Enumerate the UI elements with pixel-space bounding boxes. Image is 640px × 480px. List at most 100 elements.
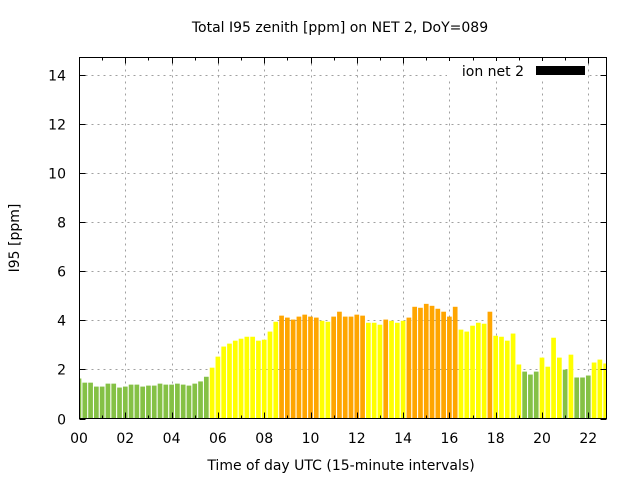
bar [273, 321, 279, 419]
bar [574, 377, 580, 419]
bar [603, 363, 606, 419]
bar [557, 357, 562, 419]
bar [134, 384, 140, 419]
bar [296, 316, 302, 419]
bar [516, 364, 522, 419]
bar [545, 366, 551, 419]
bar [418, 307, 423, 419]
bar [209, 367, 215, 419]
bar [175, 383, 180, 419]
bar [163, 384, 169, 419]
x-tick-label: 14 [394, 431, 412, 447]
bar [128, 384, 134, 419]
bar [568, 354, 574, 419]
bar [313, 317, 319, 419]
bar [504, 340, 510, 419]
bar [441, 311, 446, 419]
bar [366, 322, 371, 419]
bar [99, 386, 105, 419]
bar [389, 320, 394, 419]
x-tick-label: 04 [163, 431, 181, 447]
bar [481, 323, 487, 419]
bar [394, 322, 400, 419]
bar [458, 329, 464, 419]
bar [522, 371, 527, 419]
x-tick-label: 18 [487, 431, 505, 447]
x-tick-label: 12 [348, 431, 366, 447]
plot-border [79, 57, 607, 419]
y-tick-label: 10 [48, 167, 66, 183]
bar [82, 382, 88, 419]
bar [360, 315, 365, 419]
bar [412, 306, 418, 419]
y-tick-label: 0 [57, 413, 66, 429]
bar [470, 325, 475, 419]
bar [533, 371, 539, 419]
x-tick-label: 10 [302, 431, 320, 447]
y-tick-label: 8 [57, 216, 66, 232]
bar [435, 308, 441, 419]
x-tick-label: 20 [533, 431, 551, 447]
bar [510, 333, 516, 419]
bar [337, 311, 342, 419]
chart-title: Total I95 zenith [ppm] on NET 2, DoY=089 [191, 20, 488, 36]
y-tick-label: 14 [48, 69, 66, 85]
y-axis-label: I95 [ppm] [7, 204, 23, 273]
legend: ion net 2 [447, 61, 587, 81]
x-tick-label: 02 [116, 431, 134, 447]
bar [551, 337, 556, 419]
bar [232, 340, 238, 419]
bar [493, 335, 499, 419]
bar [464, 331, 470, 419]
bar [377, 324, 383, 419]
y-tick-label: 4 [57, 314, 66, 330]
bar [429, 305, 435, 419]
bar [157, 383, 163, 419]
bar [400, 320, 406, 419]
bar [354, 314, 360, 419]
bar [285, 317, 290, 419]
bar [203, 376, 209, 419]
bar [192, 383, 198, 419]
bar [562, 369, 568, 419]
bar [238, 338, 244, 419]
bar [348, 316, 354, 419]
y-tick-label: 12 [48, 118, 66, 134]
bar [186, 385, 192, 419]
bar [528, 374, 533, 419]
bar [244, 336, 250, 419]
bar [151, 385, 157, 419]
y-tick-labels: 0 2 4 6 8 10 12 14 [48, 69, 66, 429]
bar [308, 316, 313, 419]
bar [290, 319, 296, 419]
bar [302, 314, 308, 419]
bar [122, 386, 128, 419]
bar [146, 385, 151, 419]
bar [279, 315, 284, 419]
bar [499, 336, 504, 419]
bar [319, 320, 325, 419]
y-tick-label: 6 [57, 265, 66, 281]
bar [539, 357, 545, 419]
x-tick-label: 06 [209, 431, 227, 447]
x-tick-label: 00 [70, 431, 88, 447]
bar [342, 316, 348, 419]
bar [227, 343, 232, 419]
bar [88, 382, 93, 419]
bar [325, 321, 331, 419]
bar [261, 339, 267, 419]
bar [256, 340, 261, 419]
bar [423, 303, 429, 419]
bar [475, 322, 481, 419]
x-tick-label: 22 [579, 431, 597, 447]
x-axis-label: Time of day UTC (15-minute intervals) [206, 458, 474, 474]
bar [169, 384, 174, 419]
y-tick-label: 2 [57, 363, 66, 379]
bar [371, 322, 377, 419]
bar [111, 383, 117, 419]
x-tick-label: 16 [440, 431, 458, 447]
bar [94, 386, 99, 419]
bar [406, 317, 412, 419]
bar [140, 386, 146, 419]
